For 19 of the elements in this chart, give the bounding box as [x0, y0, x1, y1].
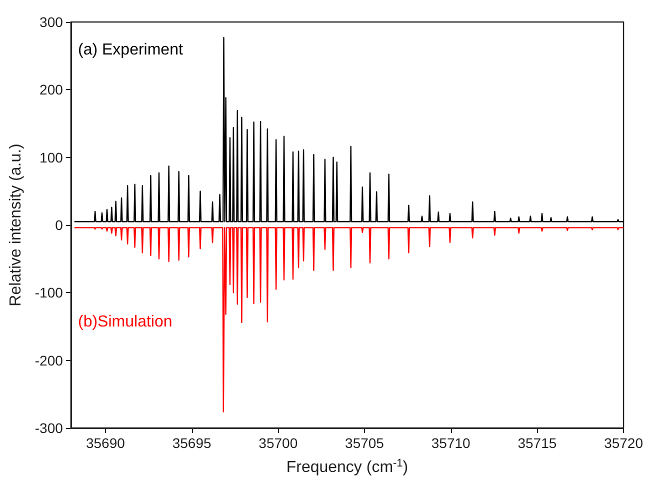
line-series — [74, 227, 624, 412]
y-tick-label: -300 — [34, 420, 64, 436]
y-tick-label: -100 — [34, 284, 64, 301]
x-tick-label: 35700 — [258, 435, 298, 451]
y-tick-label: 0 — [55, 217, 64, 233]
x-tick-label: 35705 — [345, 435, 384, 451]
text: (b)Simulation — [78, 314, 172, 330]
x-tick-label: 35695 — [172, 435, 212, 451]
x-tick-label: 35690 — [86, 435, 126, 451]
y-tick-label: 300 — [40, 14, 64, 30]
y-tick-label: 200 — [40, 82, 64, 98]
x-tick-label: 35720 — [604, 435, 644, 451]
x-tick-label: 35710 — [431, 435, 471, 451]
text: (a) Experiment — [78, 42, 184, 58]
y-tick-label: 100 — [40, 149, 64, 166]
y-axis-title: Relative intensity (a.u.) — [8, 144, 24, 306]
line-series — [74, 36, 624, 222]
y-tick-label: -200 — [34, 352, 64, 368]
x-tick-label: 35715 — [518, 435, 557, 451]
